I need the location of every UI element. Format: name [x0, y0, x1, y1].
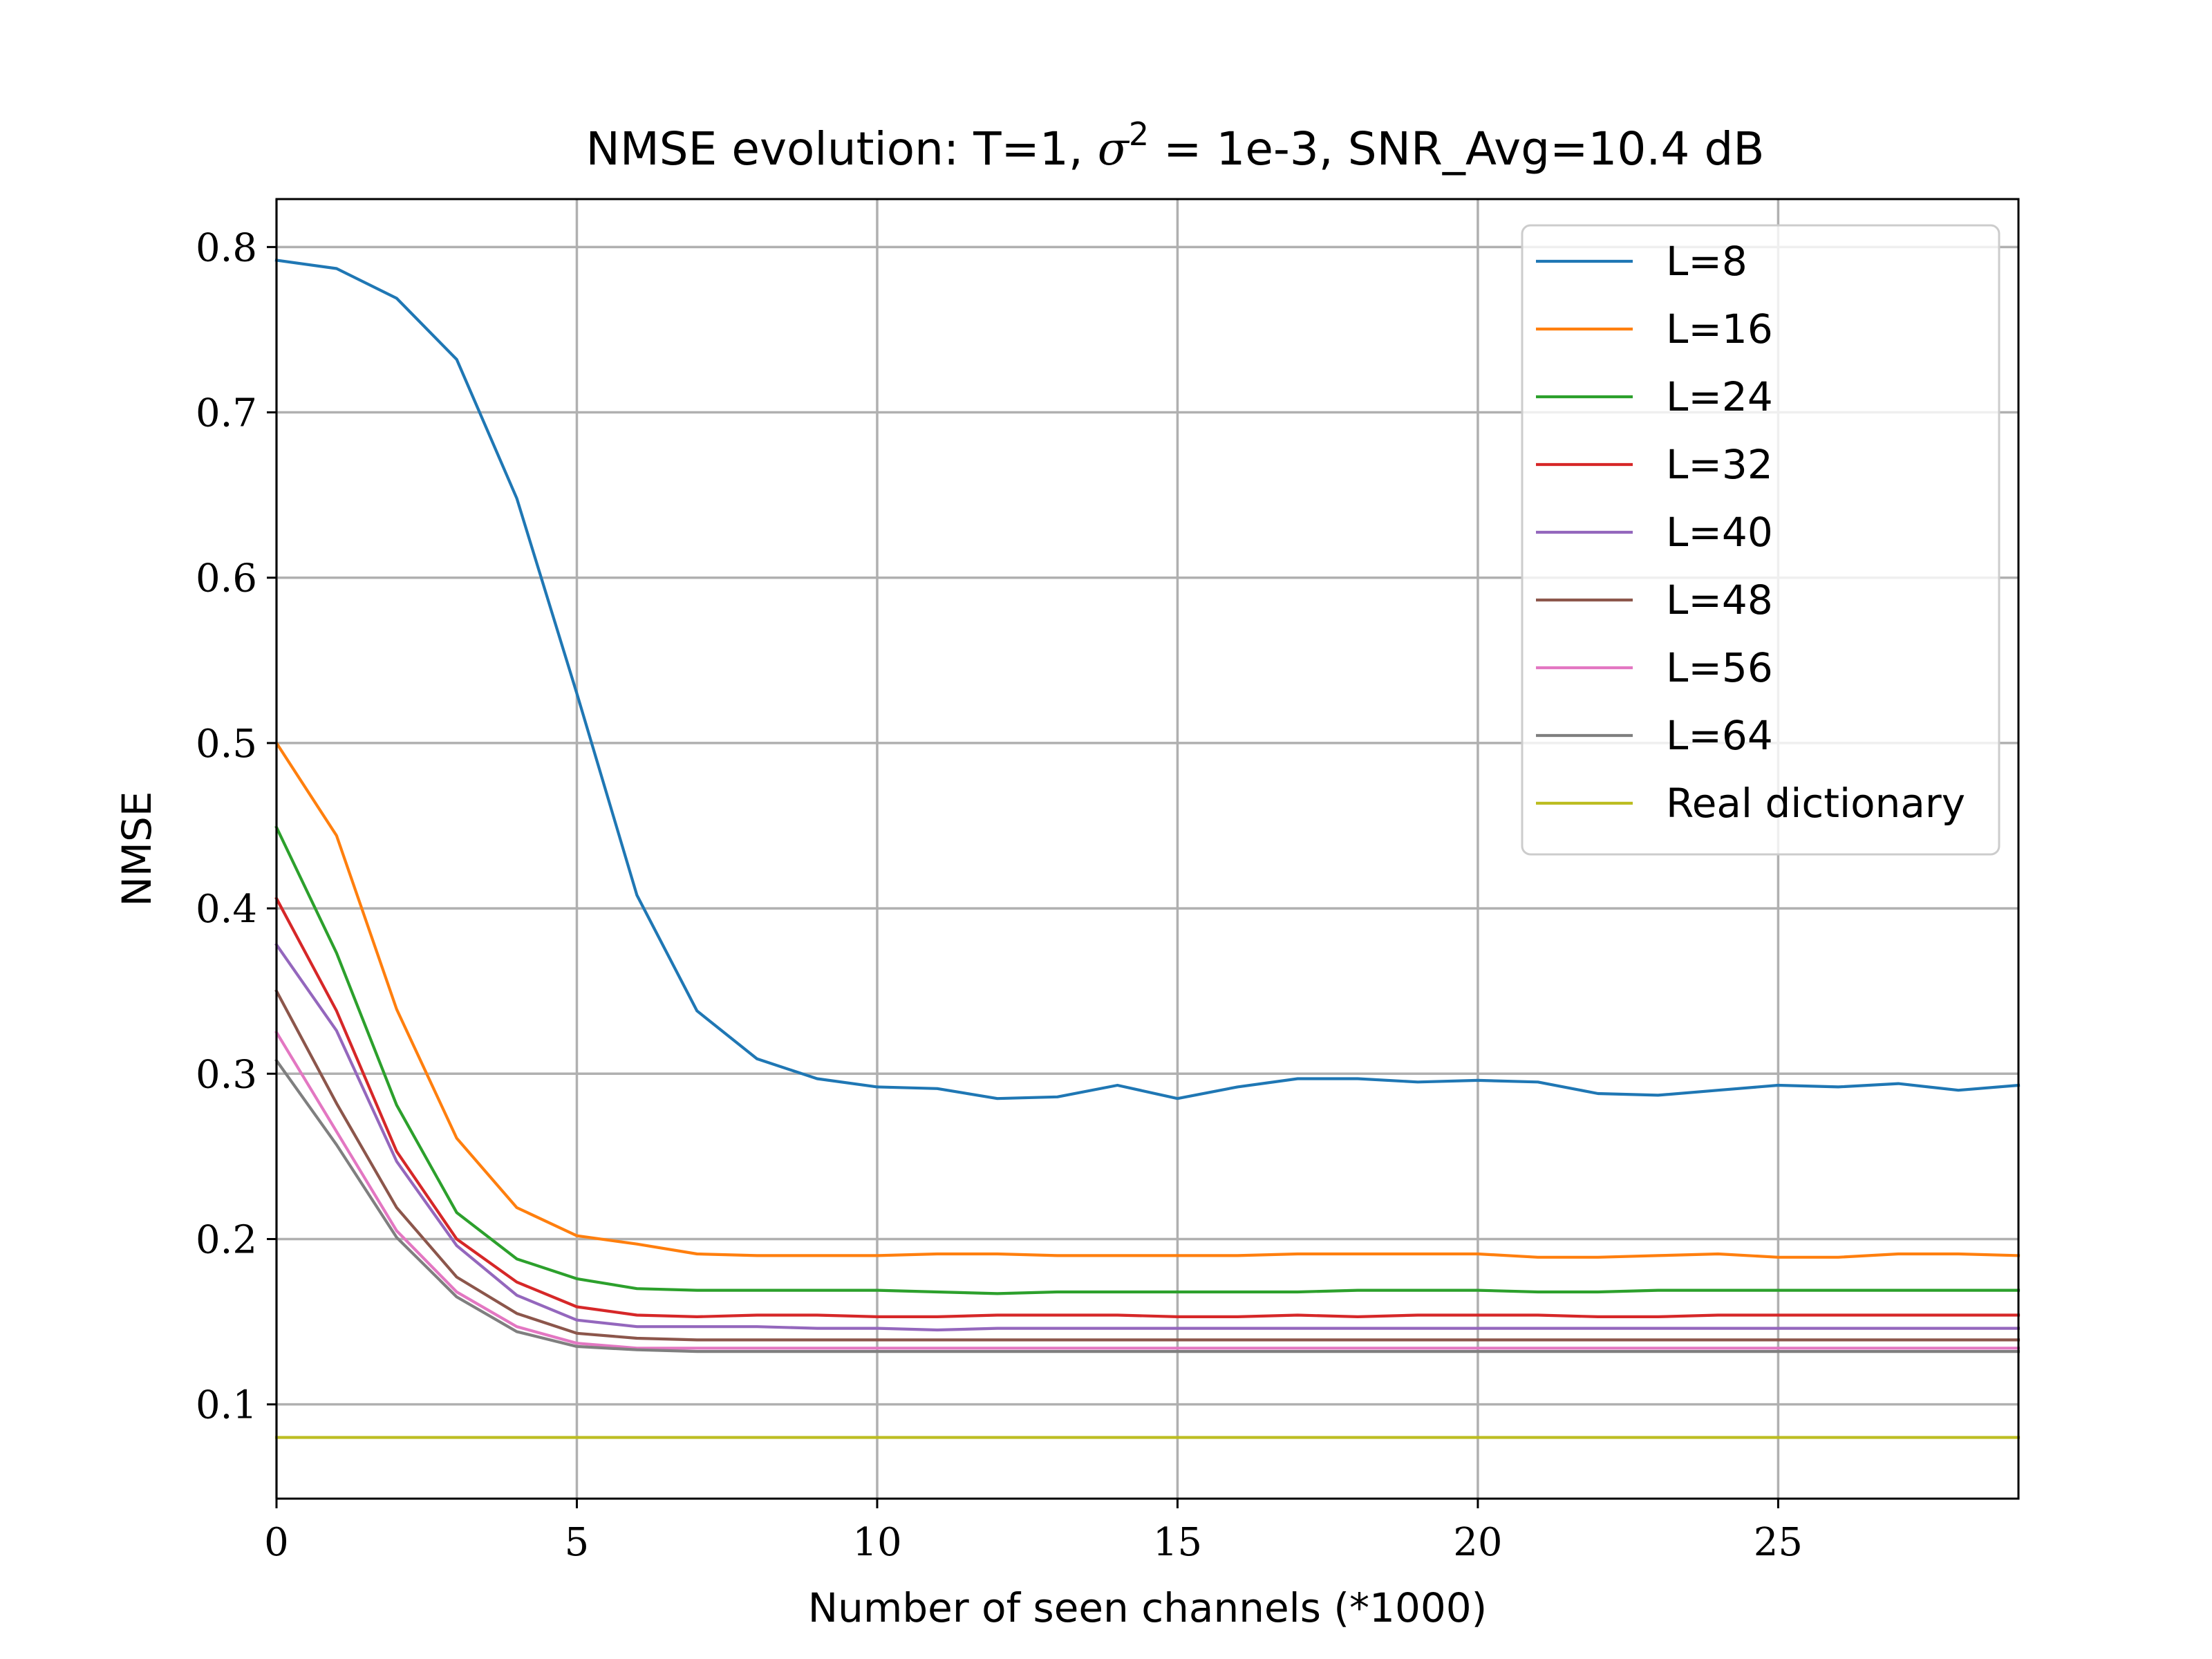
legend-label: L=32 [1666, 441, 1773, 488]
series-line-5 [274, 942, 2021, 1332]
series-line-3 [274, 825, 2021, 1295]
y-axis-ticks: 0.1 0.2 0.3 0.4 0.5 0.6 0.7 0.8 [196, 225, 276, 1428]
chart-title: NMSE evolution: T=1, σ2 = 1e-3, SNR_Avg=… [585, 115, 1764, 176]
y-tick-label: 0.5 [196, 722, 257, 767]
x-tick-label: 10 [852, 1520, 901, 1565]
x-tick-label: 15 [1153, 1520, 1202, 1565]
x-tick-label: 5 [565, 1520, 590, 1565]
y-tick-label: 0.4 [196, 887, 257, 932]
legend-label: L=8 [1666, 238, 1747, 285]
x-tick-label: 0 [264, 1520, 289, 1565]
series-line-6 [274, 988, 2021, 1342]
series-line-1 [274, 259, 2021, 1100]
legend: L=8 L=16 L=24 L=32 L=40 L=48 L=56 L=64 Real dict… [1521, 224, 2000, 856]
chart-title-superscript: 2 [1129, 115, 1149, 153]
y-tick-label: 0.8 [196, 225, 257, 270]
legend-label: L=64 [1666, 712, 1773, 759]
x-tick-label: 20 [1453, 1520, 1502, 1565]
y-axis-label: NMSE [113, 791, 160, 907]
series-line-8 [274, 1058, 2021, 1353]
x-axis-label: Number of seen channels (*1000) [808, 1584, 1488, 1631]
legend-label: Real dictionary [1666, 780, 1965, 827]
legend-label: L=56 [1666, 644, 1773, 691]
chart-title-suffix: = 1e-3, SNR_Avg=10.4 dB [1149, 122, 1764, 176]
legend-box [1521, 224, 2000, 856]
legend-label: L=48 [1666, 577, 1773, 624]
legend-label: L=40 [1666, 509, 1773, 556]
series-line-2 [274, 740, 2021, 1259]
x-axis-ticks: 0 5 10 15 20 25 [264, 1499, 1803, 1565]
y-tick-label: 0.6 [196, 556, 257, 601]
chart-title-prefix: NMSE evolution: T=1, [585, 122, 1097, 176]
series-lines [274, 259, 2021, 1439]
y-tick-label: 0.1 [196, 1383, 257, 1428]
y-tick-label: 0.7 [196, 391, 257, 436]
y-tick-label: 0.3 [196, 1052, 257, 1097]
chart-title-sigma: σ [1098, 122, 1130, 176]
plot-frame [275, 198, 2020, 1500]
x-tick-label: 25 [1754, 1520, 1803, 1565]
series-line-4 [274, 896, 2021, 1319]
legend-label: L=16 [1666, 306, 1773, 353]
y-tick-label: 0.2 [196, 1217, 257, 1262]
legend-label: L=24 [1666, 373, 1773, 420]
series-line-7 [274, 1030, 2021, 1350]
